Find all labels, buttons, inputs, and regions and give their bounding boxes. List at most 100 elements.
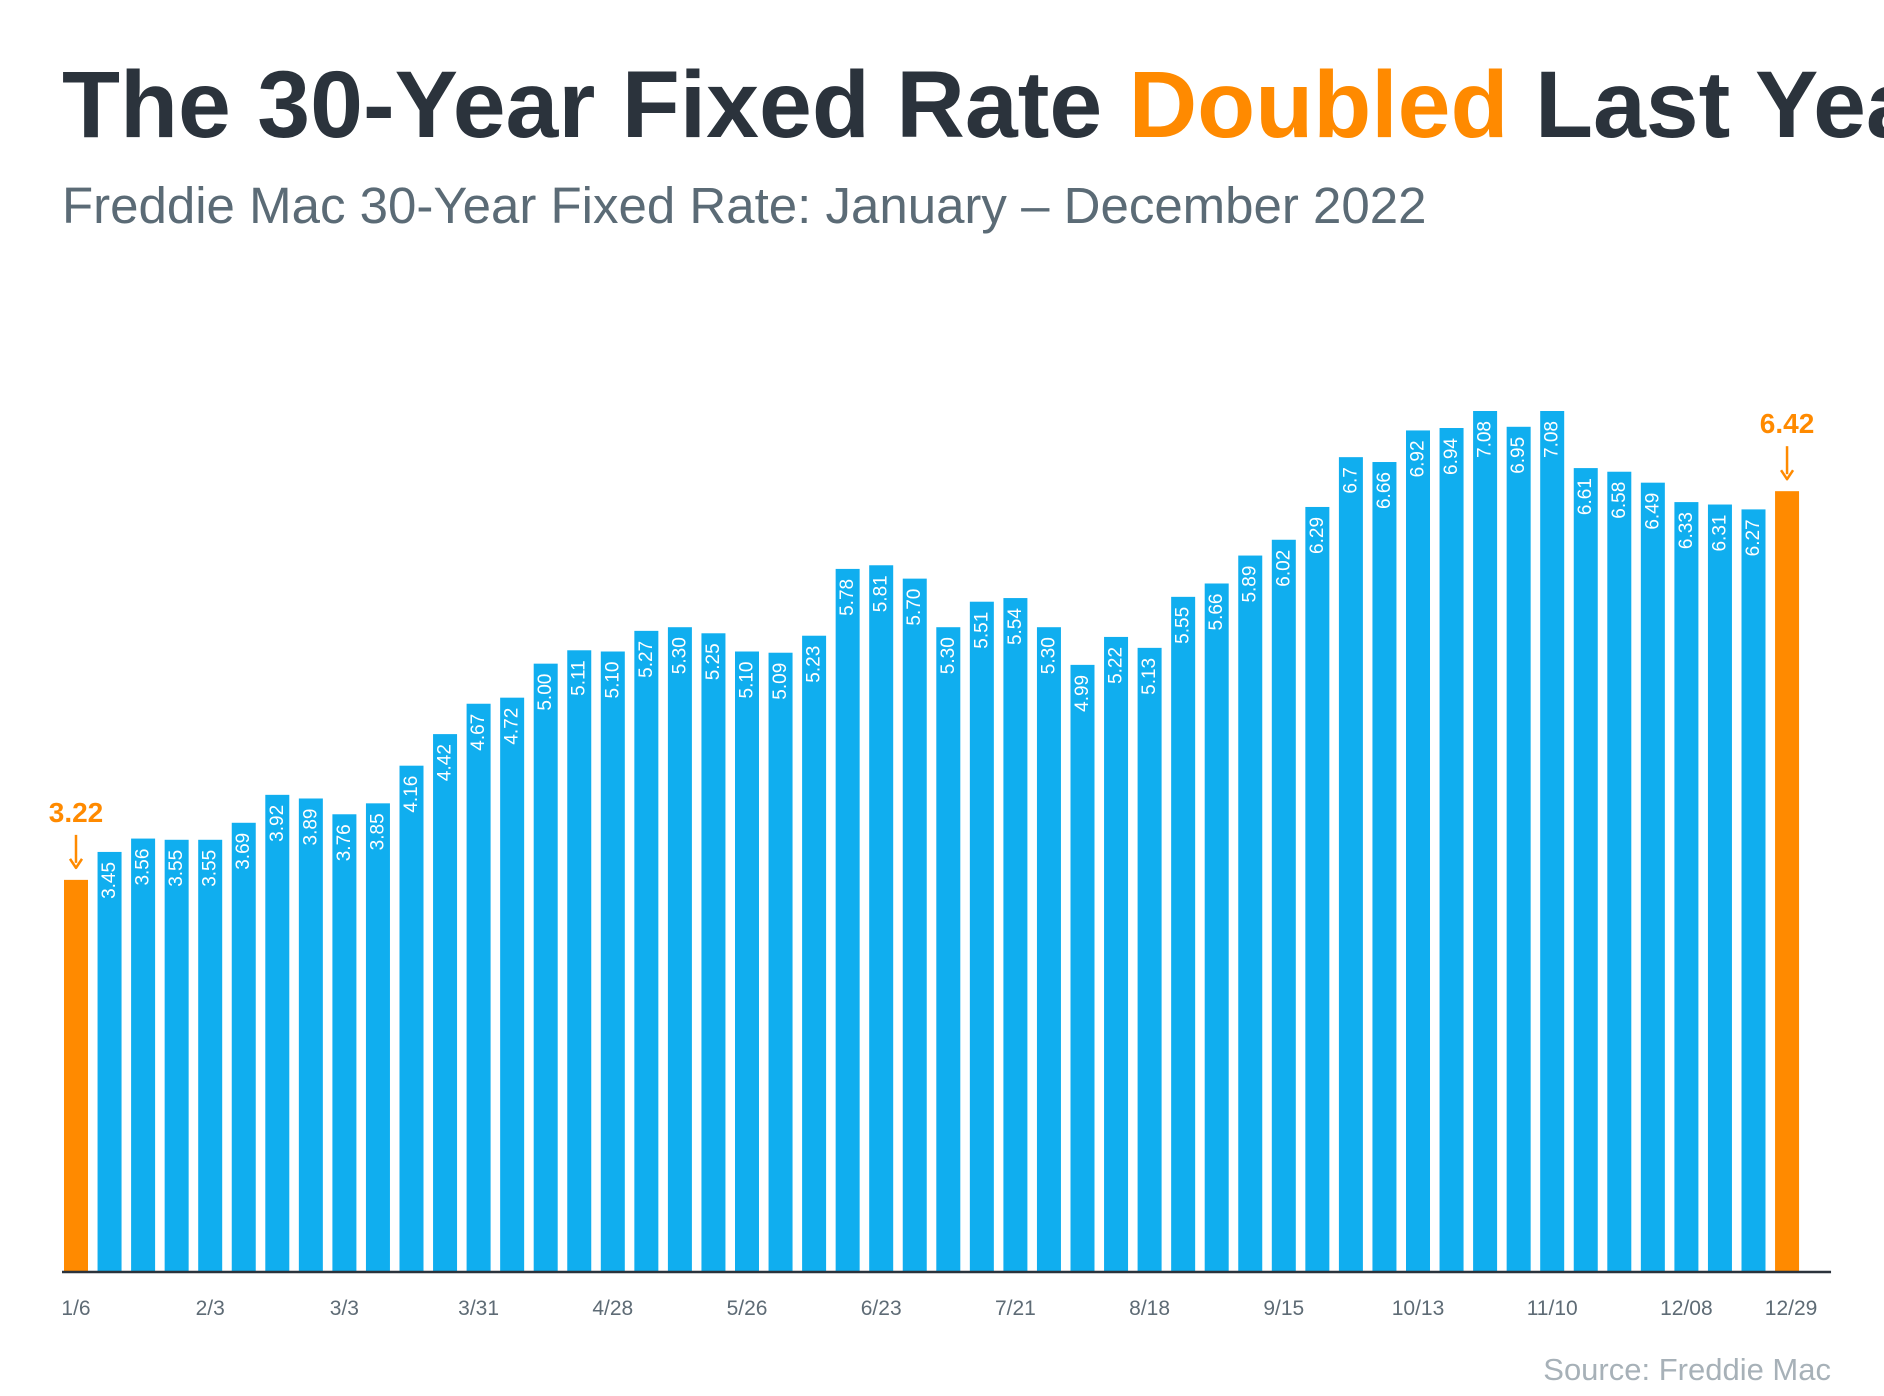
bar [298, 798, 323, 1271]
bar-value-label: 5.00 [535, 674, 556, 711]
bar-value-label: 5.70 [904, 589, 925, 626]
x-tick-label: 8/18 [1129, 1297, 1170, 1320]
source-note: Source: Freddie Mac [1543, 1352, 1831, 1387]
bar [902, 578, 927, 1271]
bar [1506, 426, 1531, 1271]
bar-value-label: 3.92 [267, 805, 288, 842]
bar [1406, 430, 1430, 1271]
bar-value-label: 3.85 [367, 813, 388, 850]
bar [1171, 596, 1196, 1271]
highlighted-bar [64, 879, 88, 1271]
bar [1540, 411, 1565, 1271]
x-tick-label: 10/13 [1392, 1297, 1445, 1320]
bar-value-label: 6.95 [1508, 437, 1529, 474]
bar [332, 814, 357, 1271]
bar-value-label: 5.13 [1139, 658, 1160, 695]
bar-value-label: 6.61 [1575, 478, 1596, 515]
highlighted-value-label: 6.42 [1760, 408, 1815, 439]
x-tick-label: 7/21 [995, 1297, 1036, 1320]
x-tick-label: 3/31 [458, 1297, 499, 1320]
title-suffix: Last Year [1534, 52, 1884, 158]
bar-value-label: 5.09 [770, 663, 791, 700]
bar [1271, 539, 1296, 1271]
bar-value-label: 5.30 [938, 637, 959, 674]
title-prefix: The 30-Year Fixed Rate [62, 52, 1129, 158]
bar [600, 651, 625, 1271]
bar-value-label: 5.81 [871, 575, 892, 612]
bar [399, 765, 424, 1271]
x-tick-label: 4/28 [592, 1297, 633, 1320]
bar [768, 652, 793, 1271]
x-tick-label: 12/08 [1660, 1297, 1713, 1320]
bar [969, 601, 994, 1271]
page-subtitle: Freddie Mac 30-Year Fixed Rate: January … [62, 177, 1427, 234]
bar [365, 803, 390, 1271]
page-title: The 30-Year Fixed Rate Doubled Last Year [62, 58, 1884, 153]
bar [1707, 504, 1732, 1271]
bar [1137, 647, 1162, 1271]
bar [265, 794, 290, 1271]
bar [1070, 664, 1095, 1271]
bar-value-label: 5.30 [669, 637, 690, 674]
bar [835, 568, 860, 1271]
bar [667, 627, 692, 1271]
highlighted-value-label: 3.22 [49, 797, 104, 828]
bar-value-label: 4.42 [435, 744, 456, 781]
bar [1640, 482, 1665, 1271]
bar-value-label: 5.78 [837, 579, 858, 616]
bar-value-label: 4.16 [401, 776, 422, 813]
bar-value-label: 3.89 [300, 808, 321, 845]
bar-value-label: 5.11 [569, 660, 590, 696]
bar-value-label: 5.10 [602, 662, 623, 699]
bar-value-label: 6.94 [1441, 438, 1462, 475]
x-tick-label: 2/3 [196, 1297, 225, 1320]
bar-value-label: 4.72 [502, 708, 523, 745]
bar-value-label: 5.51 [971, 612, 992, 649]
bar [164, 839, 189, 1271]
bar-value-label: 3.45 [99, 862, 120, 899]
bar [97, 851, 122, 1271]
bar [131, 838, 156, 1271]
bar-value-label: 5.22 [1106, 647, 1127, 684]
x-tick-label: 3/3 [330, 1297, 359, 1320]
bar [735, 651, 759, 1271]
bar-value-label: 3.76 [334, 824, 355, 861]
bar-value-label: 5.23 [804, 646, 825, 683]
bar [1439, 428, 1464, 1271]
bar-value-label: 6.58 [1609, 482, 1630, 519]
bar-value-label: 6.66 [1374, 472, 1395, 509]
title-highlight: Doubled [1128, 52, 1509, 158]
bar-value-label: 6.02 [1273, 550, 1294, 587]
bar-value-label: 3.69 [233, 833, 254, 870]
x-tick-label: 6/23 [861, 1297, 902, 1320]
bar [231, 822, 256, 1271]
bar [198, 839, 223, 1271]
bar [936, 627, 961, 1271]
bar [433, 734, 458, 1271]
bar-value-label: 3.55 [200, 850, 221, 887]
x-tick-label: 11/10 [1527, 1297, 1578, 1320]
arrow-head-icon [68, 858, 84, 870]
bar-value-label: 5.27 [636, 641, 657, 678]
bar [802, 635, 827, 1271]
bar [1741, 509, 1766, 1271]
bar [1104, 636, 1129, 1271]
bar-value-label: 6.92 [1408, 440, 1429, 477]
bar [567, 650, 592, 1271]
bar [1473, 411, 1498, 1271]
highlighted-bar [1775, 491, 1800, 1271]
bar-value-label: 4.99 [1072, 675, 1093, 712]
x-tick-label: 5/26 [727, 1297, 768, 1320]
bar [1003, 598, 1028, 1271]
bar-value-label: 6.31 [1709, 515, 1730, 552]
bar [869, 565, 894, 1271]
bar [1338, 457, 1363, 1271]
bar [701, 633, 726, 1271]
x-tick-label: 1/6 [61, 1297, 90, 1320]
bar [500, 697, 525, 1271]
bar [1674, 502, 1699, 1272]
bar-value-label: 6.29 [1307, 517, 1328, 554]
bar-value-label: 5.66 [1206, 593, 1227, 630]
